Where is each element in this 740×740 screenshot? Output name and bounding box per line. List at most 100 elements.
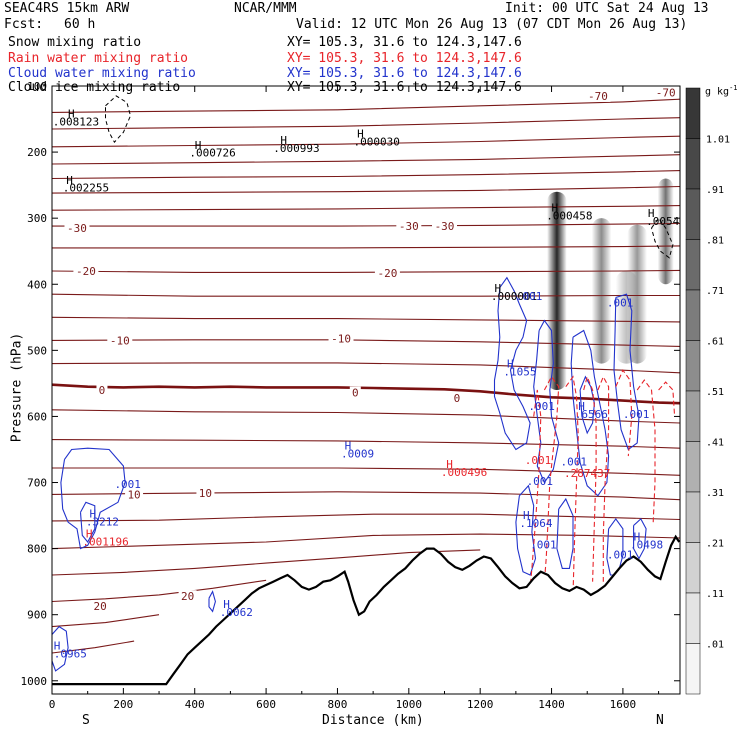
cloud-water-contour [515, 484, 537, 576]
colorbar-segment [685, 188, 701, 240]
temperature-label: 20 [94, 600, 107, 613]
field-rain-label: Rain water mixing ratio [8, 51, 189, 66]
plot-area: -70 -70 -30 -30 -30 -20 -20 -10 -10 0 0 0 10 10 20 20 [52, 86, 680, 694]
isotherm-line [52, 362, 680, 374]
cloud-ice-shading [657, 178, 674, 285]
y-tick-label: 200 [27, 146, 47, 159]
isotherm-line [52, 222, 680, 227]
colorbar-segment [685, 87, 701, 139]
maximum-label: .001 [623, 408, 650, 421]
isotherm-line [52, 491, 680, 501]
maximum-label: H [86, 527, 93, 540]
rain-water-contour [583, 375, 597, 582]
colorbar-label: .01 [706, 640, 724, 651]
cloud-water-contour [79, 501, 96, 543]
header-fcst-value: 60 h [64, 17, 96, 32]
maximum-label: H [507, 358, 514, 371]
header-init: Init: 00 UTC Sat 24 Aug 13 [505, 1, 709, 16]
maximum-label: H [89, 508, 96, 521]
x-axis-left-end: S [82, 713, 90, 728]
colorbar-label: .11 [706, 589, 724, 600]
maximum-label: .001196 [82, 535, 128, 548]
temperature-label: 20 [181, 590, 194, 603]
maximum-label: H [446, 458, 453, 471]
maximum-label: H [578, 400, 585, 413]
isotherm-line [52, 316, 680, 323]
maximum-label: H [523, 509, 530, 522]
temperature-label: -30 [67, 222, 87, 235]
colorbar-segment [685, 542, 701, 594]
temperature-label-bg [125, 488, 144, 501]
x-axis-right-end: N [656, 713, 664, 728]
field-cloudwater-label: Cloud water mixing ratio [8, 66, 196, 81]
temperature-label: 0 [99, 384, 106, 397]
cloud-water-contour [52, 625, 69, 672]
maximum-label: .1055 [503, 365, 536, 378]
colorbar-label: .81 [706, 236, 724, 247]
maximum-label: .001 [528, 400, 555, 413]
colorbar-label: .51 [706, 387, 724, 398]
x-tick-label: 1200 [467, 698, 494, 711]
y-axis-label: Pressure (hPa) [9, 332, 25, 443]
rain-water-contour [597, 375, 610, 582]
field-cloudice-xy: XY= 105.3, 31.6 to 124.3,147.6 [287, 80, 522, 95]
maximum-label: .001 [607, 549, 634, 562]
maximum-label: .000001 [491, 290, 537, 303]
temperature-label-bg [64, 222, 90, 235]
header-center: NCAR/MMM [234, 1, 297, 16]
x-tick-label: 1400 [538, 698, 565, 711]
maximum-label: .0062 [220, 606, 253, 619]
terrain-line [52, 534, 680, 686]
field-rain-xy: XY= 105.3, 31.6 to 124.3,147.6 [287, 51, 522, 66]
x-tick-label: 400 [185, 698, 205, 711]
isotherm-line [52, 409, 680, 424]
field-snow-xy: XY= 105.3, 31.6 to 124.3,147.6 [287, 35, 522, 50]
maximum-label: .0498 [630, 539, 663, 552]
colorbar-segment [685, 592, 701, 644]
isotherm-line [52, 533, 680, 550]
colorbar-segment [685, 441, 701, 493]
maximum-label: .000993 [273, 142, 319, 155]
maximum-label: .001 [527, 475, 554, 488]
maximum-label: H [345, 439, 352, 452]
isotherm-line [52, 245, 680, 249]
snow-contour [105, 95, 132, 144]
colorbar-segment [685, 289, 701, 341]
maximum-label: .001 [607, 297, 634, 310]
colorbar-segment [685, 491, 701, 543]
isotherm-line [52, 205, 680, 211]
isotherm-line [52, 549, 481, 576]
colorbar-label: .61 [706, 337, 724, 348]
freezing-level-line [52, 383, 680, 405]
maximum-label: H [68, 108, 75, 121]
maximum-label: .000496 [441, 466, 487, 479]
temperature-label: -20 [377, 267, 397, 280]
field-cloudwater-xy: XY= 105.3, 31.6 to 124.3,147.6 [287, 66, 522, 81]
x-tick-label: 1600 [610, 698, 637, 711]
temperature-label-bg [107, 334, 133, 347]
temperature-label: -10 [110, 334, 130, 347]
maximum-label: H [66, 174, 73, 187]
maximum-label: .0009 [341, 447, 374, 460]
isotherm-line [52, 467, 680, 476]
y-tick-label: 700 [27, 477, 47, 490]
isotherm-line [52, 135, 680, 148]
temperature-label-bg [91, 600, 110, 613]
isotherm-line [52, 117, 680, 130]
y-tick-label: 300 [27, 212, 47, 225]
header-valid: Valid: 12 UTC Mon 26 Aug 13 (07 CDT Mon … [296, 17, 688, 32]
temperature-label-bg [653, 86, 679, 99]
cloud-water-contour [208, 590, 216, 613]
x-tick-label: 1000 [396, 698, 423, 711]
temperature-label-bg [196, 487, 215, 500]
colorbar-label: .91 [706, 185, 724, 196]
field-snow-label: Snow mixing ratio [8, 35, 142, 50]
x-tick-label: 600 [256, 698, 276, 711]
rain-water-contour [529, 389, 542, 589]
temperature-label-bg [328, 332, 354, 345]
maximum-label: .008123 [53, 116, 99, 129]
isotherm-line [52, 98, 680, 113]
terrain-fill [52, 536, 680, 694]
maximum-label: .000458 [546, 209, 592, 222]
maximum-label: H [223, 598, 230, 611]
